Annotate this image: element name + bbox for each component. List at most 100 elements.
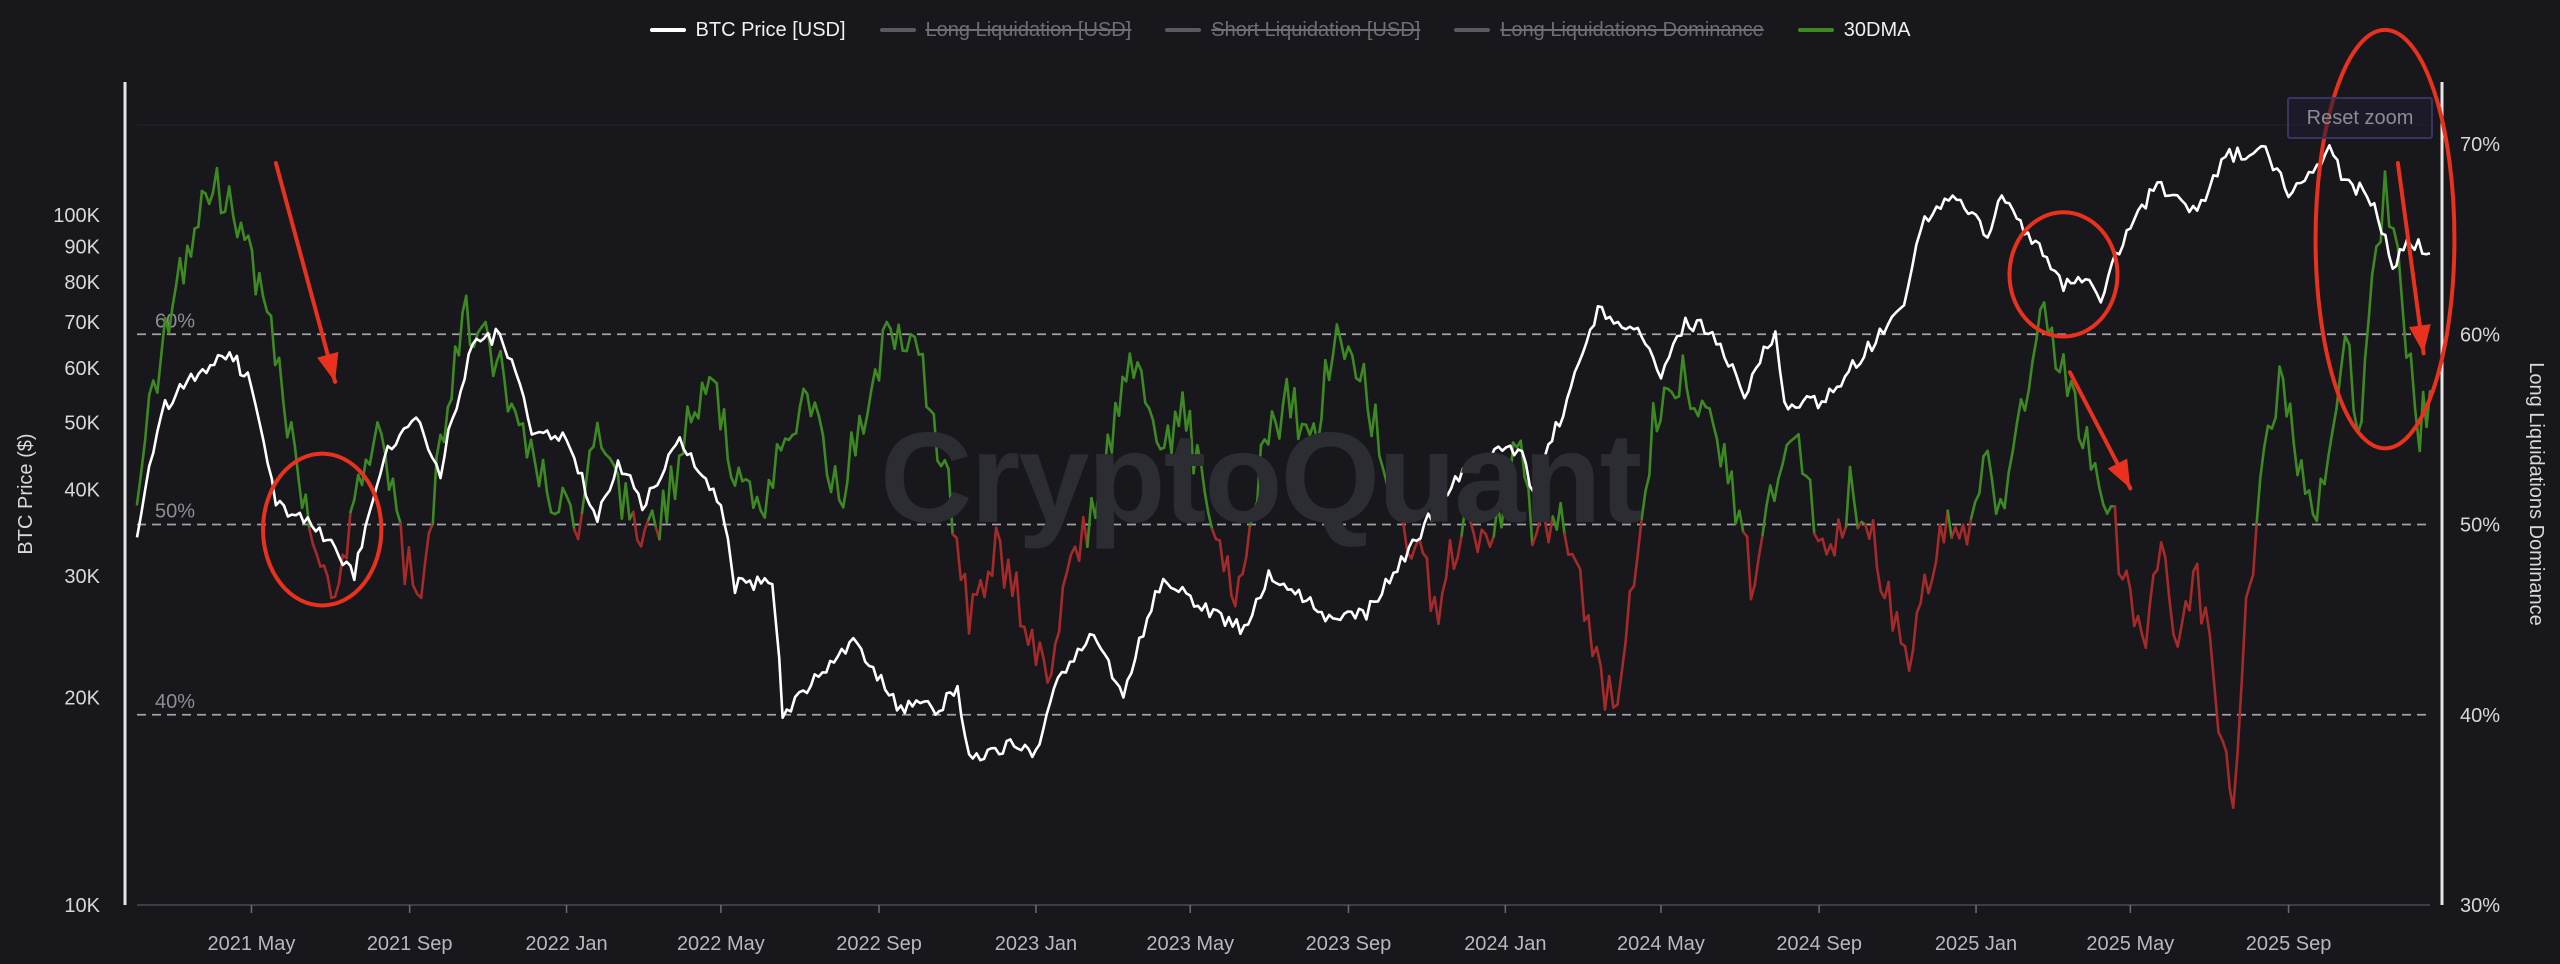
30dma-segment	[998, 539, 1006, 589]
30dma-segment	[297, 477, 304, 510]
30dma-segment	[2392, 227, 2400, 249]
30dma-segment	[877, 328, 885, 382]
legend-item-3[interactable]: Long Liquidations Dominance	[1454, 19, 1764, 42]
30dma-segment	[1708, 407, 1715, 427]
30dma-segment	[1327, 353, 1335, 382]
30dma-segment	[2015, 398, 2023, 425]
30dma-segment	[866, 388, 873, 416]
30dma-segment	[1607, 674, 1615, 709]
annotation-circle	[2313, 27, 2457, 451]
30dma-segment	[1233, 575, 1241, 608]
legend-swatch	[1165, 28, 1202, 32]
30dma-segment	[2251, 521, 2259, 576]
30dma-segment	[817, 414, 825, 437]
30dma-segment	[947, 467, 954, 536]
reset-zoom-button[interactable]: Reset zoom	[2287, 97, 2433, 139]
30dma-segment	[1448, 538, 1456, 570]
30dma-segment	[616, 473, 624, 520]
30dma-segment	[921, 352, 928, 409]
30dma-segment	[1034, 641, 1042, 666]
30dma-segment	[345, 510, 352, 560]
30dma-segment	[491, 359, 499, 378]
y-right-tick-label: 30%	[2460, 895, 2500, 917]
x-tick-label: 2024 Sep	[1776, 933, 1862, 955]
30dma-segment	[748, 480, 755, 509]
30dma-segment	[967, 592, 975, 635]
30dma-segment	[1151, 418, 1159, 444]
legend-item-2[interactable]: Short Liquidation [USD]	[1165, 19, 1420, 42]
30dma-segment	[2225, 750, 2232, 791]
30dma-segment	[1320, 358, 1327, 421]
30dma-segment	[395, 509, 402, 525]
30dma-segment	[1919, 573, 1926, 605]
30dma-segment	[2031, 337, 2038, 363]
30dma-segment	[1659, 386, 1666, 422]
30dma-segment	[446, 397, 453, 409]
reference-line-label: 40%	[155, 691, 195, 713]
30dma-segment	[231, 214, 239, 239]
30dma-segment	[1523, 475, 1530, 490]
30dma-segment	[704, 375, 711, 396]
30dma-segment	[1374, 403, 1381, 457]
legend-label: 30DMA	[1843, 18, 1911, 41]
30dma-segment	[1206, 511, 1214, 531]
30dma-segment	[1840, 524, 1848, 539]
legend-item-1[interactable]: Long Liquidation [USD]	[879, 19, 1131, 42]
30dma-segment	[1362, 362, 1370, 411]
30dma-segment	[1931, 559, 1938, 581]
30dma-segment	[1915, 601, 1923, 615]
30dma-segment	[1444, 538, 1452, 580]
30dma-segment	[1978, 455, 1985, 495]
30dma-segment	[1456, 534, 1463, 559]
30dma-segment	[521, 422, 529, 459]
annotation-arrow-shaft	[2395, 161, 2426, 356]
30dma-segment	[541, 458, 549, 495]
30dma-segment	[308, 527, 315, 546]
30dma-segment	[905, 332, 913, 353]
30dma-segment	[2240, 596, 2248, 682]
y-left-tick-label: 60K	[64, 358, 100, 380]
x-tick-label: 2024 May	[1617, 933, 1705, 955]
30dma-segment	[1437, 591, 1444, 625]
30dma-segment	[1488, 534, 1496, 548]
30dma-segment	[2343, 334, 2351, 347]
30dma-segment	[215, 166, 223, 215]
30dma-segment	[2073, 391, 2081, 440]
30dma-segment	[565, 494, 572, 507]
30dma-segment	[846, 431, 853, 484]
legend-item-4[interactable]: 30DMA	[1797, 18, 1911, 42]
30dma-segment	[2159, 541, 2167, 559]
30dma-segment	[2400, 301, 2408, 359]
30dma-segment	[1050, 642, 1057, 676]
30dma-segment	[1023, 625, 1030, 647]
30dma-segment	[1587, 614, 1594, 658]
30dma-segment	[1534, 517, 1542, 536]
legend-item-0[interactable]: BTC Price [USD]	[649, 19, 846, 42]
30dma-segment	[1468, 517, 1475, 535]
30dma-segment	[1875, 566, 1883, 593]
30dma-segment	[1749, 583, 1757, 601]
x-tick-label: 2025 Sep	[2246, 933, 2332, 955]
30dma-segment	[1015, 571, 1022, 628]
y-left-axis-title: BTC Price ($)	[15, 433, 37, 554]
30dma-segment	[2093, 461, 2101, 489]
30dma-segment	[399, 522, 407, 586]
y-right-tick-label: 60%	[2460, 324, 2500, 346]
legend-swatch	[1454, 28, 1491, 32]
30dma-segment	[624, 482, 631, 521]
30dma-segment	[227, 185, 235, 218]
annotation-arrow-shaft	[273, 161, 338, 384]
30dma-segment	[2188, 570, 2195, 612]
30dma-segment	[407, 546, 415, 587]
30dma-segment	[1270, 410, 1277, 424]
30dma-segment	[2360, 357, 2367, 424]
30dma-segment	[2236, 679, 2244, 756]
30dma-segment	[1640, 489, 1647, 521]
30dma-segment	[1547, 515, 1554, 544]
30dma-segment	[2221, 740, 2228, 754]
30dma-segment	[1500, 493, 1507, 529]
30dma-segment	[403, 546, 411, 586]
30dma-segment	[2097, 485, 2105, 506]
30dma-segment	[1895, 610, 1903, 645]
30dma-segment	[561, 486, 568, 498]
